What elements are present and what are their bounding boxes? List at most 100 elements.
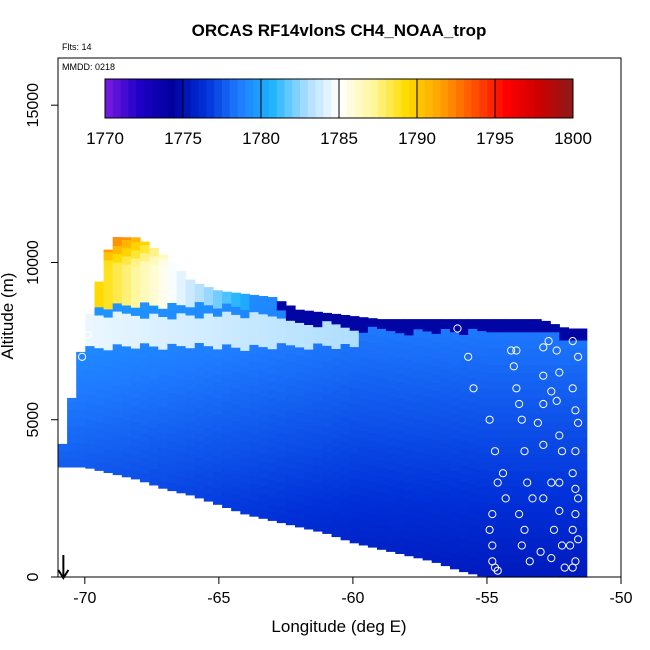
heatmap-cell <box>176 410 187 420</box>
heatmap-cell <box>231 428 241 438</box>
heatmap-cell <box>495 536 506 545</box>
heatmap-cell <box>313 318 323 328</box>
heatmap-cell <box>386 477 396 487</box>
heatmap-cell <box>276 367 287 376</box>
heatmap-cell <box>121 272 132 281</box>
heatmap-cell <box>522 413 533 423</box>
heatmap-cell <box>404 465 415 475</box>
heatmap-cell <box>304 455 314 465</box>
heatmap-cell <box>358 414 369 423</box>
observation-point <box>568 384 577 393</box>
heatmap-cell <box>550 388 560 398</box>
observation-point <box>552 346 561 355</box>
heatmap-cell <box>158 471 168 481</box>
colorbar-swatch <box>105 79 114 118</box>
heatmap-cell <box>431 325 442 334</box>
heatmap-cell <box>222 360 232 369</box>
heatmap-cell <box>222 352 232 361</box>
heatmap-cell <box>468 451 478 460</box>
heatmap-cell <box>149 386 159 396</box>
heatmap-cell <box>349 321 360 331</box>
heatmap-cell <box>285 377 296 387</box>
heatmap-cell <box>550 339 560 349</box>
heatmap-cell <box>486 454 497 464</box>
heatmap-cell <box>240 350 250 359</box>
observation-point <box>517 415 526 424</box>
heatmap-cell <box>167 441 178 451</box>
observation-point <box>555 506 564 515</box>
heatmap-cell <box>240 342 250 351</box>
heatmap-cell <box>167 343 178 353</box>
heatmap-cell <box>541 511 551 521</box>
heatmap-cell <box>377 459 387 468</box>
heatmap-cell <box>140 293 150 303</box>
heatmap-cell <box>276 342 287 352</box>
heatmap-cell <box>121 411 132 420</box>
heatmap-cell <box>431 390 442 400</box>
heatmap-cell <box>504 348 515 357</box>
heatmap-cell <box>504 454 515 464</box>
heatmap-cell <box>176 271 187 281</box>
heatmap-cell <box>130 339 141 349</box>
heatmap-cell <box>522 323 533 333</box>
heatmap-cell <box>504 413 515 423</box>
colorbar-swatch <box>565 79 574 118</box>
heatmap-cell <box>404 319 415 328</box>
heatmap-cell <box>94 281 105 283</box>
heatmap-cell <box>340 400 351 410</box>
heatmap-cell <box>94 355 105 365</box>
heatmap-cell <box>76 409 86 419</box>
heatmap-cell <box>295 379 305 389</box>
heatmap-cell <box>158 422 168 432</box>
observation-point <box>464 352 473 361</box>
colorbar-swatch <box>385 79 395 118</box>
heatmap-cell <box>340 523 351 533</box>
heatmap-cell <box>568 560 579 570</box>
heatmap-cell <box>240 472 250 482</box>
heatmap-cell <box>222 491 232 500</box>
heatmap-cell <box>568 470 579 480</box>
colorbar-swatch <box>292 79 301 118</box>
heatmap-cell <box>267 454 278 464</box>
heatmap-cell <box>422 396 433 406</box>
heatmap-cell <box>331 422 342 431</box>
heatmap-cell <box>522 487 533 496</box>
heatmap-cell <box>459 497 469 507</box>
heatmap-cell <box>486 348 497 357</box>
heatmap-cell <box>413 394 424 403</box>
observation-point <box>493 478 502 487</box>
heatmap-cell <box>304 357 314 366</box>
heatmap-cell <box>440 459 451 468</box>
heatmap-cell <box>559 487 569 496</box>
heatmap-cell <box>340 315 351 320</box>
heatmap-cell <box>322 353 332 363</box>
heatmap-cell <box>386 404 396 413</box>
heatmap-cell <box>504 438 515 447</box>
heatmap-cell <box>85 329 95 338</box>
heatmap-cell <box>112 278 123 287</box>
heatmap-cell <box>459 375 469 385</box>
heatmap-cell <box>568 552 579 562</box>
heatmap-cell <box>231 330 241 340</box>
heatmap-cell <box>295 338 305 348</box>
heatmap-cell <box>431 366 442 375</box>
heatmap-cell <box>130 437 141 447</box>
heatmap-cell <box>522 511 533 521</box>
heatmap-cell <box>158 259 168 268</box>
heatmap-cell <box>222 376 232 386</box>
heatmap-cell <box>504 356 515 365</box>
heatmap-cell <box>477 428 487 438</box>
heatmap-cell <box>94 404 105 414</box>
colorbar-swatch <box>276 79 285 118</box>
heatmap-cell <box>468 361 478 370</box>
heatmap-cell <box>504 552 515 562</box>
heatmap-cell <box>395 430 405 440</box>
heatmap-cell <box>513 544 524 554</box>
heatmap-cell <box>112 311 123 320</box>
heatmap-cell <box>559 552 569 562</box>
heatmap-cell <box>459 383 469 393</box>
heatmap-cell <box>422 510 433 520</box>
heatmap-cell <box>568 429 579 439</box>
heatmap-cell <box>249 475 260 484</box>
heatmap-cell <box>267 356 278 366</box>
